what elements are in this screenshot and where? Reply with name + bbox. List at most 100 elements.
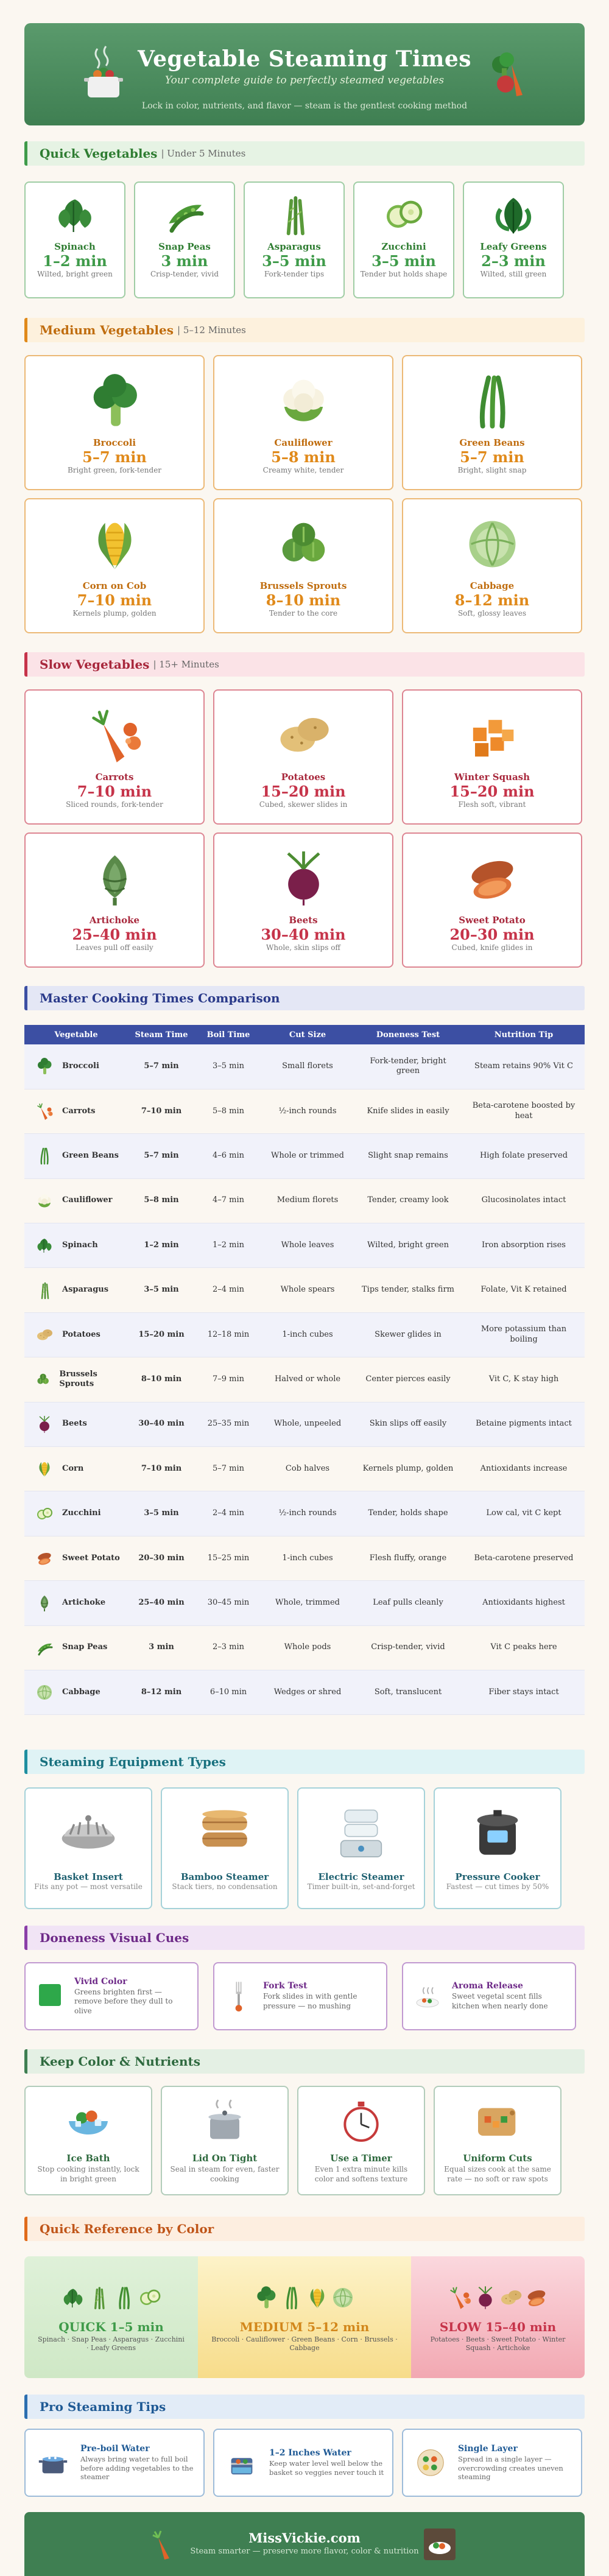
- quickref-section-title: Quick Reference by Color: [40, 2222, 214, 2236]
- steam-time: 15–20 min: [449, 783, 535, 800]
- slow-veg-card[interactable]: Artichoke 25–40 min Leaves pull off easi…: [24, 832, 205, 968]
- carrot-icon: [37, 1103, 53, 1121]
- table-row: Sweet Potato 20–30 min 15–25 min 1-inch …: [24, 1536, 585, 1582]
- quick-veg-card[interactable]: Spinach 1–2 min Wilted, bright green: [24, 181, 125, 298]
- veg-desc: Soft, glossy leaves: [457, 609, 527, 618]
- doneness-card[interactable]: Vivid Color Greens brighten first — remo…: [24, 1962, 199, 2030]
- slow-veg-card[interactable]: Beets 30–40 min Whole, skin slips off: [213, 832, 393, 968]
- medium-veg-card[interactable]: Cabbage 8–12 min Soft, glossy leaves: [402, 498, 582, 633]
- slow-veg-card[interactable]: Sweet Potato 20–30 min Cubed, knife glid…: [402, 832, 582, 968]
- veg-name: Asparagus: [267, 241, 321, 252]
- table-steam-time: 25–40 min: [128, 1580, 195, 1626]
- pressure-cooker-icon: [477, 1810, 518, 1855]
- table-veg-name: Corn: [62, 1463, 84, 1473]
- pro-tip-name: Single Layer: [458, 2443, 518, 2454]
- veg-desc: Fork-tender tips: [264, 270, 325, 278]
- table-boil-time: 12–18 min: [195, 1312, 262, 1358]
- veg-name: Beets: [289, 915, 318, 926]
- table-cut-size: Whole, trimmed: [262, 1580, 353, 1626]
- table-steam-time: 15–20 min: [128, 1312, 195, 1358]
- table-veg-name: Asparagus: [62, 1285, 109, 1295]
- table-boil-time: 2–4 min: [195, 1267, 262, 1313]
- veg-name: Carrots: [95, 772, 134, 783]
- table-doneness: Crisp-tender, vivid: [353, 1625, 463, 1670]
- equipment-desc: Fits any pot — most versatile: [34, 1882, 143, 1891]
- keep-tip-card[interactable]: Lid On Tight Seal in steam for even, fas…: [161, 2086, 289, 2195]
- table-doneness: Slight snap remains: [353, 1133, 463, 1179]
- green-beans-icon: [40, 1148, 49, 1165]
- asparagus-icon: [41, 1282, 49, 1299]
- doneness-section-title: Doneness Visual Cues: [40, 1930, 189, 1945]
- keep-tip-card[interactable]: Uniform Cuts Equal sizes cook at the sam…: [434, 2086, 561, 2195]
- veg-desc: Tender to the core: [269, 609, 338, 618]
- medium-veg-card[interactable]: Broccoli 5–7 min Bright green, fork-tend…: [24, 355, 205, 490]
- equipment-card[interactable]: Basket Insert Fits any pot — most versat…: [24, 1787, 152, 1909]
- zucchini-icon: [37, 1507, 52, 1519]
- pro-tip-desc: Keep water level well below the basket s…: [269, 2459, 384, 2477]
- quick-veg-card[interactable]: Leafy Greens 2–3 min Wilted, still green: [463, 181, 564, 298]
- keep-tip-card[interactable]: Ice Bath Stop cooking instantly, lock in…: [24, 2086, 152, 2195]
- medium-veg-card[interactable]: Brussels Sprouts 8–10 min Tender to the …: [213, 498, 393, 633]
- steam-time: 3–5 min: [371, 252, 436, 270]
- table-veg-name: Brussels Sprouts: [59, 1369, 97, 1389]
- steam-time: 8–12 min: [454, 591, 530, 609]
- veg-name: Leafy Greens: [480, 241, 547, 252]
- table-row: Cabbage 8–12 min 6–10 min Wedges or shre…: [24, 1670, 585, 1716]
- equipment-card[interactable]: Bamboo Steamer Stack tiers, no condensat…: [161, 1787, 289, 1909]
- cabbage-icon: [37, 1685, 52, 1700]
- veg-name: Brussels Sprouts: [259, 580, 347, 591]
- doneness-card[interactable]: Fork Test Fork slides in with gentle pre…: [213, 1962, 387, 2030]
- color-swatch-icon: [39, 1984, 61, 2006]
- keep-section-title: Keep Color & Nutrients: [40, 2054, 201, 2069]
- medium-section-subtitle: | 5–12 Minutes: [177, 325, 246, 336]
- medium-veg-card[interactable]: Cauliflower 5–8 min Creamy white, tender: [213, 355, 393, 490]
- snap-peas-icon: [169, 205, 204, 233]
- quick-veg-card[interactable]: Snap Peas 3 min Crisp-tender, vivid: [134, 181, 235, 298]
- medium-veg-card[interactable]: Corn on Cob 7–10 min Kernels plump, gold…: [24, 498, 205, 633]
- table-steam-time: 5–7 min: [128, 1133, 195, 1179]
- steam-time: 20–30 min: [449, 926, 535, 943]
- steam-time: 2–3 min: [481, 252, 546, 270]
- doneness-card[interactable]: Aroma Release Sweet vegetal scent fills …: [402, 1962, 576, 2030]
- pro-tip-card[interactable]: Pre-boil Water Always bring water to ful…: [24, 2429, 205, 2497]
- lidded-pot-icon: [208, 2099, 241, 2139]
- quick-veg-card[interactable]: Zucchini 3–5 min Tender but holds shape: [353, 181, 454, 298]
- table-steam-time: 3–5 min: [128, 1491, 195, 1536]
- table-boil-time: 4–6 min: [195, 1133, 262, 1179]
- veg-name: Green Beans: [459, 437, 525, 448]
- footer-tagline: Steam smarter — preserve more flavor, co…: [190, 2547, 419, 2556]
- equipment-card[interactable]: Pressure Cooker Fastest — cut times by 5…: [434, 1787, 561, 1909]
- page-tagline: Lock in color, nutrients, and flavor — s…: [141, 101, 468, 111]
- pro-tip-card[interactable]: Single Layer Spread in a single layer — …: [402, 2429, 582, 2497]
- table-row: Zucchini 3–5 min 2–4 min ½-inch rounds T…: [24, 1491, 585, 1536]
- water-level-icon: [231, 2458, 253, 2475]
- table-row: Potatoes 15–20 min 12–18 min 1-inch cube…: [24, 1312, 585, 1358]
- slow-veg-card[interactable]: Carrots 7–10 min Sliced rounds, fork-ten…: [24, 689, 205, 825]
- equipment-card[interactable]: Electric Steamer Timer built-in, set-and…: [297, 1787, 425, 1909]
- quick-veg-card[interactable]: Asparagus 3–5 min Fork-tender tips: [244, 181, 345, 298]
- quickref-list: Potatoes · Beets · Sweet Potato · Winter…: [430, 2335, 566, 2353]
- slow-veg-card[interactable]: Winter Squash 15–20 min Flesh soft, vibr…: [402, 689, 582, 825]
- equipment-name: Basket Insert: [54, 1871, 123, 1882]
- table-veg-name: Green Beans: [62, 1151, 119, 1161]
- medium-veg-card[interactable]: Green Beans 5–7 min Bright, slight snap: [402, 355, 582, 490]
- table-nutrition-tip: Betaine pigments intact: [463, 1402, 585, 1448]
- keep-tip-card[interactable]: Use a Timer Even 1 extra minute kills co…: [297, 2086, 425, 2195]
- veg-name: Spinach: [54, 241, 96, 252]
- pro-tip-desc: Always bring water to full boil before a…: [80, 2454, 194, 2482]
- carrot-icon: [91, 709, 141, 762]
- keep-section-header: Keep Color & Nutrients: [24, 2049, 585, 2074]
- slow-veg-card[interactable]: Potatoes 15–20 min Cubed, skewer slides …: [213, 689, 393, 825]
- potato-icon: [501, 2290, 521, 2305]
- doneness-name: Fork Test: [263, 1981, 308, 1991]
- keep-tip-name: Ice Bath: [66, 2153, 110, 2164]
- table-doneness: Kernels plump, golden: [353, 1446, 463, 1492]
- pro-tip-card[interactable]: 1–2 Inches Water Keep water level well b…: [213, 2429, 393, 2497]
- footer-brand[interactable]: MissVickie.com: [248, 2530, 361, 2546]
- fork-icon: [235, 1982, 242, 2011]
- slow-section-header: Slow Vegetables | 15+ Minutes: [24, 652, 585, 677]
- cabbage-icon: [333, 2288, 353, 2307]
- table-nutrition-tip: More potassium than boiling: [463, 1312, 585, 1358]
- table-veg-name: Zucchini: [62, 1508, 101, 1518]
- steam-time: 3–5 min: [262, 252, 326, 270]
